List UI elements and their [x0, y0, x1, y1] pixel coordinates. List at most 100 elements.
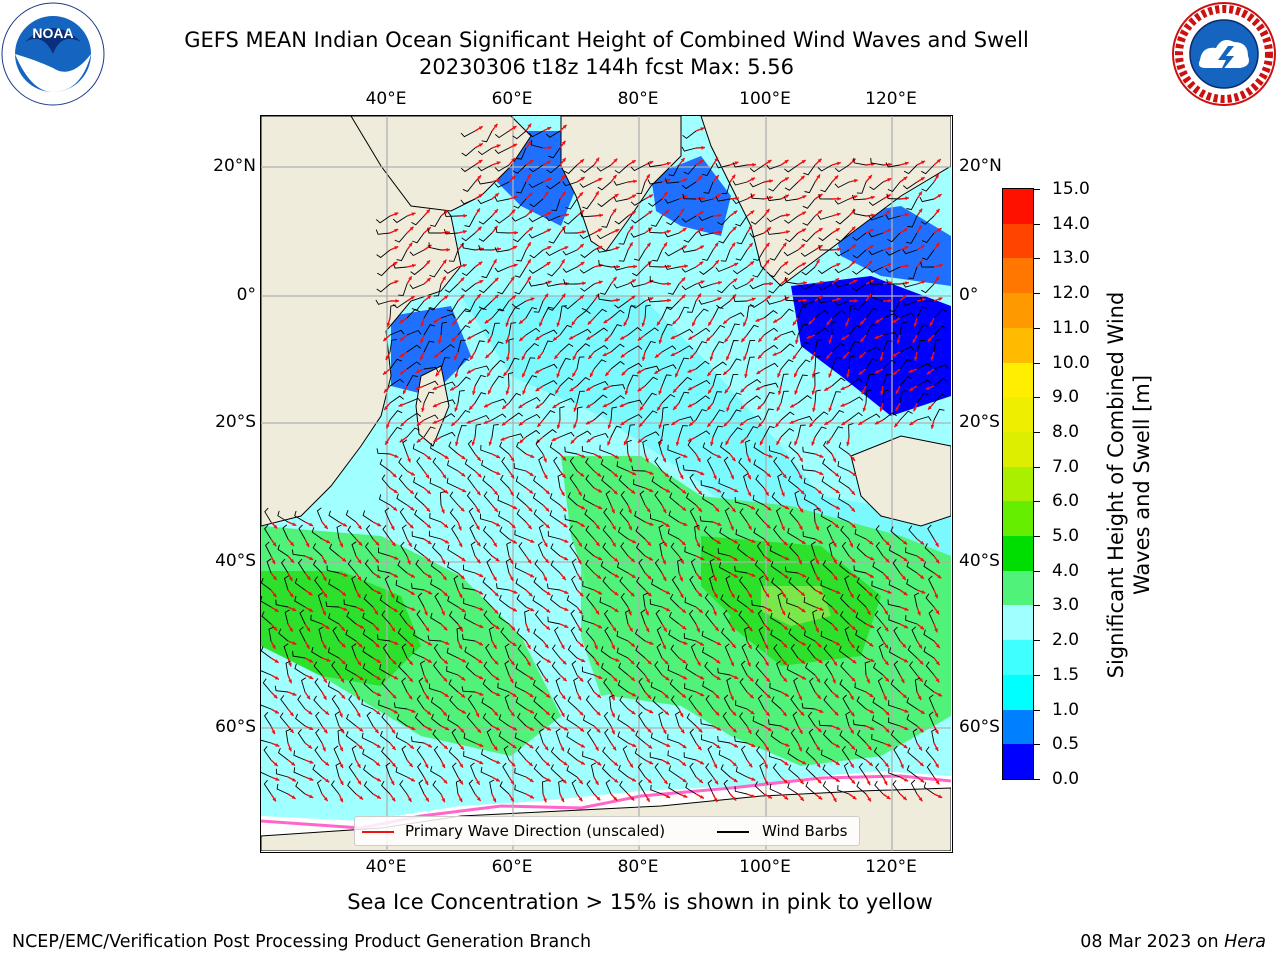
wave-direction-arrowhead	[527, 276, 531, 281]
wave-direction-arrowhead	[765, 242, 770, 247]
wind-barb	[413, 477, 425, 489]
wind-barb	[261, 611, 272, 625]
wave-direction-arrowhead	[441, 798, 445, 803]
wind-barb	[763, 327, 778, 336]
wind-barb	[412, 648, 425, 659]
wave-direction-arrowhead	[510, 491, 514, 496]
wind-barb	[706, 456, 714, 472]
wind-barb	[903, 164, 918, 175]
wind-barb	[671, 575, 680, 591]
lon-label-bottom-60e: 60°E	[491, 857, 533, 877]
wind-barb	[347, 559, 357, 574]
wave-direction-arrowhead	[275, 743, 280, 747]
wave-direction-arrowhead	[529, 676, 534, 680]
wave-direction-arrowhead	[818, 659, 823, 663]
wave-direction-arrowhead	[717, 522, 722, 526]
wave-direction-arrowhead	[613, 796, 618, 801]
wave-direction-arrowhead	[291, 761, 295, 766]
wave-direction-arrowhead	[496, 471, 501, 475]
wave-direction-arrowhead	[798, 525, 803, 530]
wind-barb	[482, 577, 493, 591]
wind-barb	[699, 516, 714, 523]
wave-direction-arrowhead	[305, 543, 310, 548]
wave-direction-arrowhead	[833, 559, 837, 564]
wind-barb	[275, 768, 289, 778]
wave-direction-arrowhead	[649, 709, 654, 714]
wave-direction-arrowhead	[375, 643, 380, 648]
wind-barb	[688, 609, 697, 625]
wind-barb	[378, 699, 391, 710]
wave-direction-arrowhead	[376, 795, 381, 799]
wave-direction-arrowhead	[716, 540, 721, 544]
wave-direction-arrowhead	[513, 263, 518, 268]
wind-barb	[376, 249, 391, 259]
wave-direction-arrowhead	[801, 160, 806, 164]
wave-direction-arrowhead	[902, 643, 906, 648]
wave-direction-arrowhead	[512, 540, 517, 544]
wind-barb	[461, 232, 476, 242]
wave-direction-arrowhead	[443, 210, 448, 214]
wave-direction-arrowhead	[747, 729, 752, 734]
wind-barb	[261, 646, 272, 659]
wind-barb	[678, 391, 690, 404]
wind-barb	[433, 745, 442, 761]
wave-direction-arrowhead	[607, 424, 612, 429]
wave-direction-arrowhead	[858, 421, 863, 425]
wind-barb	[732, 283, 748, 290]
wind-barb	[800, 249, 816, 257]
wave-direction-arrowhead	[800, 244, 805, 248]
wind-barb	[709, 575, 715, 591]
wind-barb	[593, 308, 607, 319]
wind-barb	[763, 408, 774, 421]
wind-barb	[822, 560, 833, 574]
colorbar-title: Significant Height of Combined Wind Wave…	[1104, 291, 1154, 679]
wind-barb	[261, 595, 272, 608]
wave-direction-arrowhead	[573, 407, 578, 412]
map-panel[interactable]	[260, 115, 953, 853]
wind-barb	[909, 661, 918, 676]
wind-barb	[261, 767, 272, 778]
wave-direction-arrowhead	[496, 522, 500, 527]
wave-direction-arrowhead	[400, 337, 404, 341]
wave-direction-arrowhead	[782, 474, 787, 479]
wave-direction-arrowhead	[478, 261, 483, 266]
wind-barb	[525, 342, 540, 353]
wind-barb	[429, 443, 442, 455]
wind-barb	[593, 345, 609, 353]
wave-direction-arrowhead	[545, 762, 550, 766]
wave-direction-arrowhead	[527, 123, 532, 128]
wind-barb	[746, 379, 762, 387]
wind-barb	[797, 359, 811, 370]
wave-direction-arrowhead	[546, 626, 550, 630]
wind-barb	[654, 763, 663, 778]
wind-barb	[840, 525, 850, 540]
wind-barb	[882, 389, 889, 404]
wind-barb	[770, 612, 782, 625]
wave-direction-arrowhead	[658, 424, 663, 429]
wave-direction-arrowhead	[904, 161, 909, 166]
wave-direction-arrowhead	[905, 264, 909, 268]
wind-barb	[528, 181, 544, 189]
wave-direction-arrowhead	[731, 627, 735, 632]
wind-barb	[477, 164, 493, 172]
wave-direction-arrowhead	[799, 508, 804, 513]
wind-barb	[515, 663, 527, 676]
wind-barb	[617, 680, 629, 693]
wave-direction-arrowhead	[630, 660, 635, 665]
wave-direction-arrowhead	[494, 209, 498, 214]
wind-barb	[604, 626, 612, 642]
wind-barb	[843, 762, 850, 778]
wave-direction-arrowhead	[512, 295, 516, 299]
wave-direction-arrowhead	[785, 743, 790, 747]
lon-label-bottom-120e: 120°E	[865, 857, 917, 877]
wave-direction-arrowhead	[359, 676, 364, 681]
wind-barb	[788, 577, 799, 591]
wave-direction-arrowhead	[918, 644, 922, 649]
wave-direction-arrowhead	[648, 744, 653, 749]
wave-direction-arrowhead	[502, 405, 507, 409]
wind-barb	[853, 157, 867, 166]
wave-direction-arrowhead	[920, 778, 925, 783]
wave-direction-arrowhead	[487, 372, 491, 377]
wave-direction-arrowhead	[384, 406, 388, 410]
wave-direction-arrowhead	[733, 278, 738, 283]
